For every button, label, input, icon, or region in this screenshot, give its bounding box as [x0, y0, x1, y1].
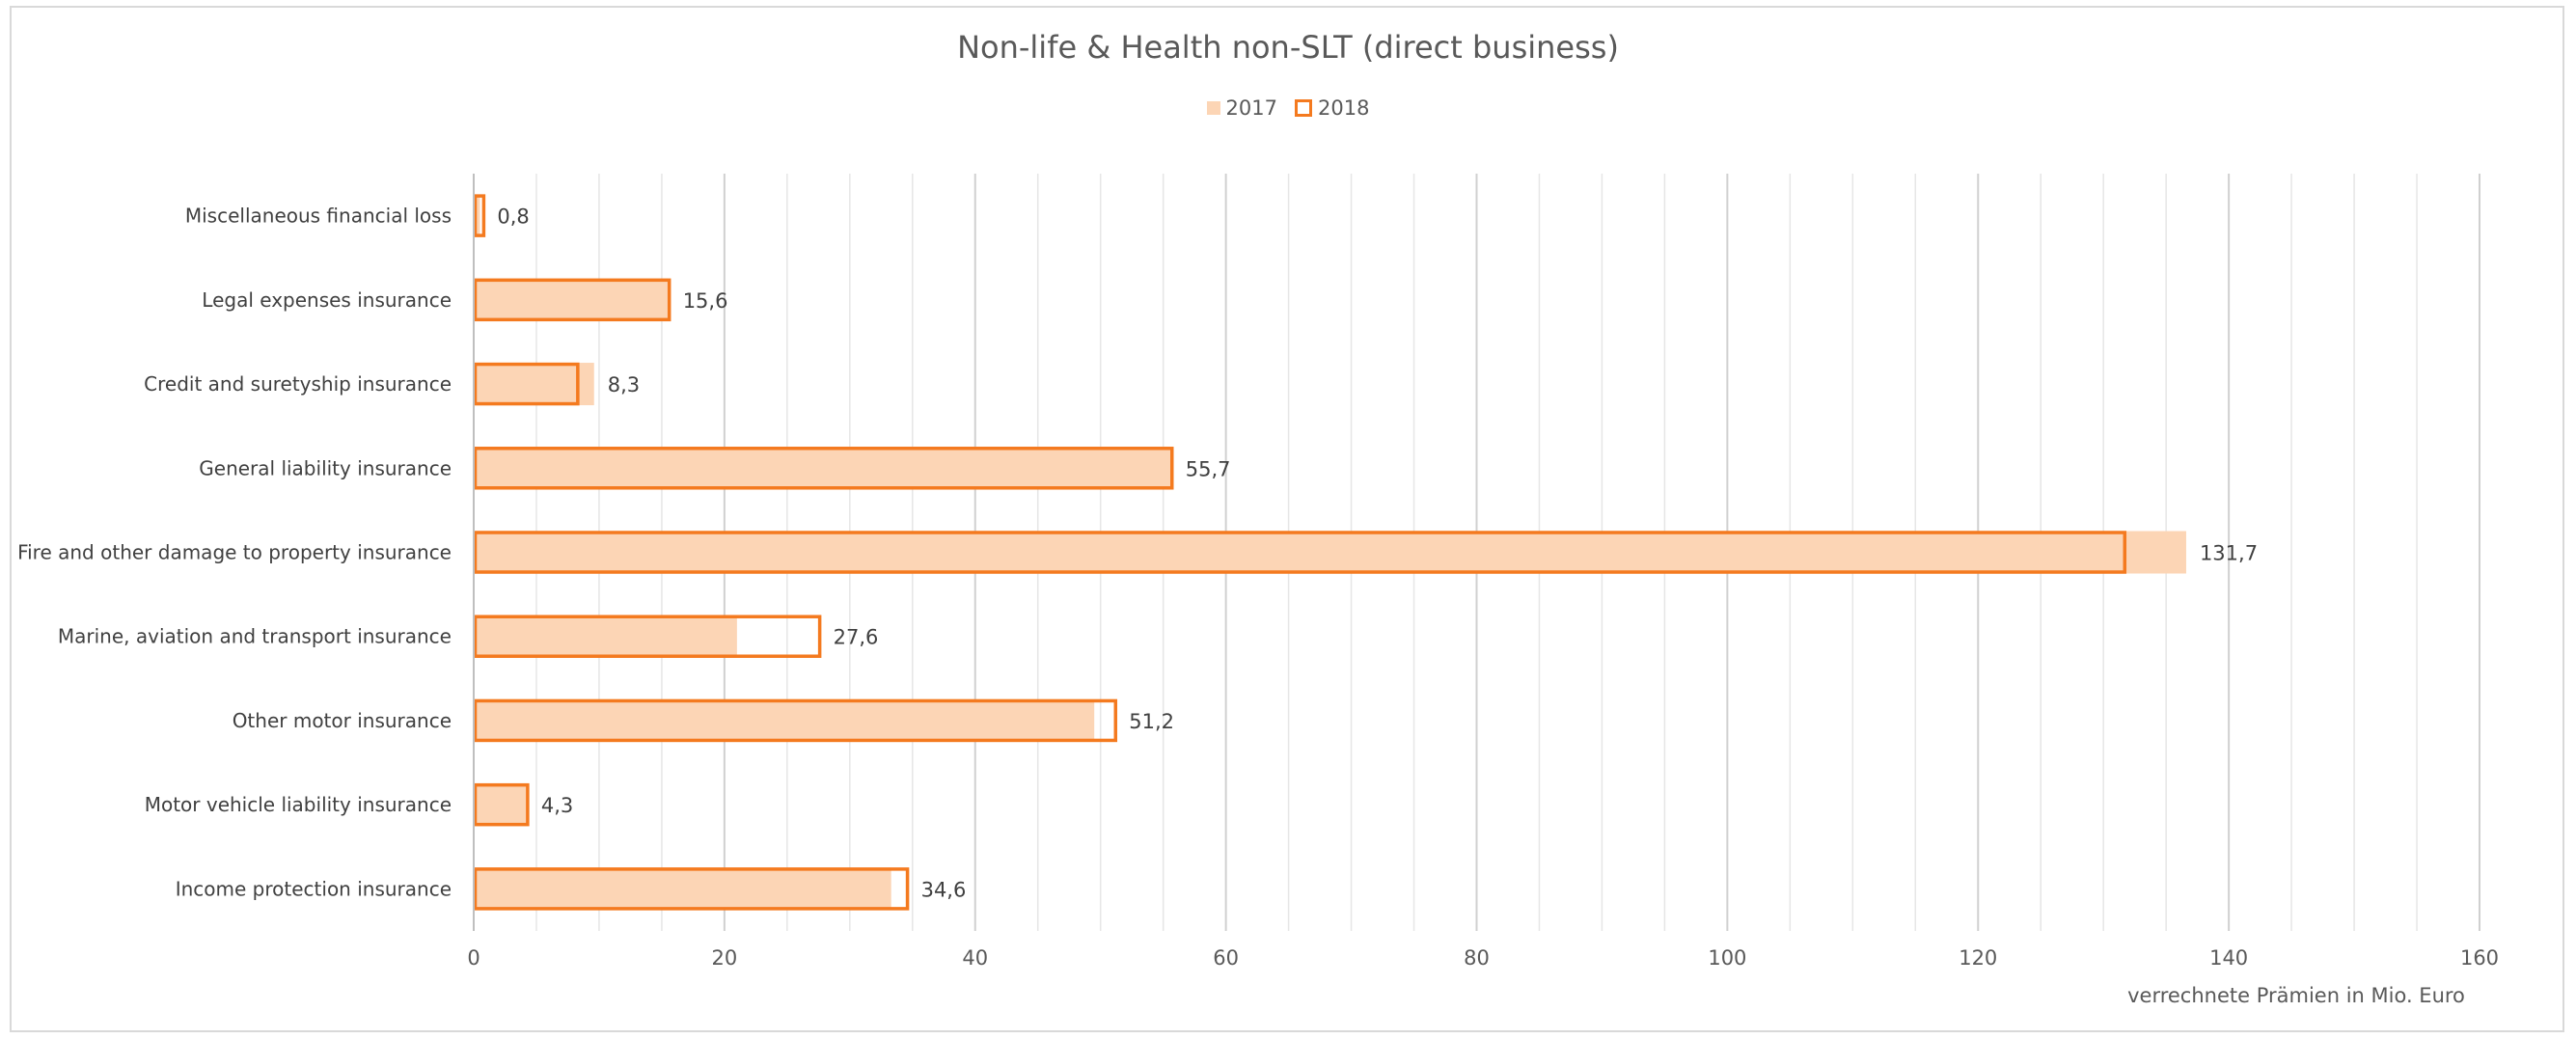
category-label: Motor vehicle liability insurance: [145, 793, 452, 816]
legend: 2017 2018: [0, 96, 2576, 120]
x-tick-label: 100: [1708, 946, 1746, 970]
x-axis-title: verrechnete Prämien in Mio. Euro: [2127, 984, 2465, 1007]
legend-item-2017: 2017: [1206, 96, 1277, 120]
data-label-2018: 8,3: [608, 373, 640, 396]
data-label-2018: 51,2: [1129, 710, 1174, 733]
category-label: Income protection insurance: [176, 877, 452, 900]
bar-2018: [473, 531, 2127, 574]
legend-item-2018: 2018: [1295, 96, 1369, 120]
bar-2018: [473, 362, 580, 406]
bar-2017: [474, 363, 594, 406]
chart-area: [10, 6, 2564, 1032]
x-tick-label: 140: [2209, 946, 2248, 970]
bar-2017: [474, 278, 669, 321]
bar-2017: [474, 615, 737, 658]
bar-2018: [473, 194, 486, 237]
category-label: Credit and suretyship insurance: [144, 372, 452, 396]
data-label-2018: 27,6: [834, 626, 879, 649]
bar-2017: [474, 698, 1095, 742]
category-label: Marine, aviation and transport insurance: [58, 625, 452, 648]
chart-title: Non-life & Health non-SLT (direct busine…: [957, 29, 1619, 66]
data-label-2018: 0,8: [497, 205, 529, 229]
bar-2018: [473, 698, 1118, 743]
category-label: Miscellaneous financial loss: [185, 205, 452, 228]
x-tick-label: 40: [962, 946, 988, 970]
bar-2018: [473, 867, 910, 911]
bar-2018: [473, 447, 1174, 490]
bar-2018: [473, 278, 671, 322]
bar-2017: [474, 447, 1171, 490]
data-label-2018: 34,6: [921, 878, 967, 901]
legend-swatch-2018: [1295, 99, 1312, 117]
bar-2017: [474, 867, 891, 911]
bar-2017: [474, 783, 527, 827]
x-tick-label: 120: [1959, 946, 1997, 970]
category-label: Other motor insurance: [233, 709, 452, 732]
category-label: Legal expenses insurance: [202, 288, 452, 312]
x-tick-label: 20: [712, 946, 738, 970]
bar-2017: [474, 531, 2186, 574]
data-label-2018: 15,6: [683, 289, 728, 313]
legend-swatch-2017: [1206, 101, 1220, 115]
category-label: Fire and other damage to property insura…: [17, 541, 452, 564]
x-tick-label: 160: [2460, 946, 2499, 970]
legend-label-2017: 2017: [1225, 96, 1277, 120]
category-label: General liability insurance: [199, 456, 452, 479]
x-tick-label: 60: [1213, 946, 1239, 970]
legend-label-2018: 2018: [1318, 96, 1370, 120]
data-label-2018: 131,7: [2200, 542, 2258, 565]
data-label-2018: 4,3: [541, 794, 573, 817]
bar-2018: [473, 615, 822, 658]
x-tick-label: 80: [1464, 946, 1490, 970]
x-tick-label: 0: [467, 946, 480, 970]
data-label-2018: 55,7: [1186, 457, 1231, 480]
bar-2018: [473, 782, 530, 827]
